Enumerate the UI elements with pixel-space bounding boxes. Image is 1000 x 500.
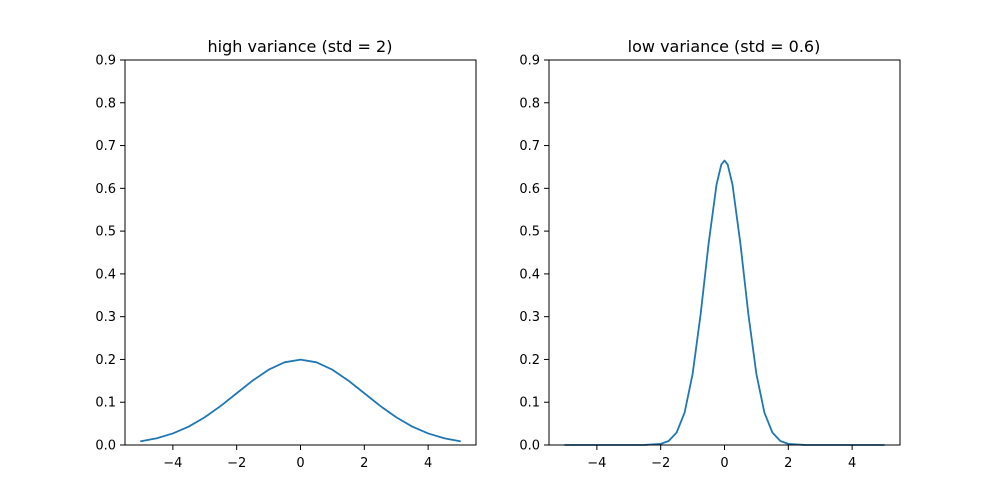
- y-tick-label: 0.1: [95, 396, 116, 411]
- y-tick-label: 0.8: [95, 96, 116, 111]
- x-tick-label: 4: [848, 456, 856, 471]
- y-tick-label: 0.4: [519, 267, 540, 282]
- left-plot-area: −4 −2 0 2 4 0.0 0.1 0.2 0.3 0.4 0.5 0.6 0.7 0.8 0.9: [95, 54, 477, 471]
- y-tick-label: 0.4: [95, 267, 116, 282]
- x-tick-label: −2: [227, 456, 246, 471]
- left-subplot-title: high variance (std = 2): [208, 37, 393, 56]
- x-tick-label: 2: [360, 456, 368, 471]
- y-tick-label: 0.6: [95, 182, 116, 197]
- y-tick-label: 0.3: [95, 310, 116, 325]
- right-plot-area: −4 −2 0 2 4 0.0 0.1 0.2 0.3 0.4 0.5 0.6 0.7 0.8 0.9: [519, 54, 901, 471]
- y-tick-label: 0.5: [519, 225, 540, 240]
- y-tick-label: 0.7: [95, 139, 116, 154]
- x-tick-label: 2: [784, 456, 792, 471]
- x-tick-label: 0: [296, 456, 304, 471]
- y-tick-label: 0.2: [95, 353, 116, 368]
- y-tick-label: 0.9: [519, 54, 540, 69]
- y-tick-label: 0.7: [519, 139, 540, 154]
- right-subplot-title: low variance (std = 0.6): [628, 37, 821, 56]
- x-tick-label: 0: [720, 456, 728, 471]
- y-tick-label: 0.8: [519, 96, 540, 111]
- y-tick-label: 0.5: [95, 225, 116, 240]
- x-tick-label: −2: [651, 456, 670, 471]
- x-tick-label: 4: [424, 456, 432, 471]
- series-line-0: [564, 159, 885, 446]
- left-subplot: high variance (std = 2) −4 −2 0 2 4 0.0 0.1 0.2…: [95, 37, 477, 471]
- y-tick-label: 0.0: [95, 439, 116, 454]
- y-tick-label: 0.9: [95, 54, 116, 69]
- y-tick-label: 0.6: [519, 182, 540, 197]
- y-tick-label: 0.0: [519, 439, 540, 454]
- x-tick-label: −4: [587, 456, 606, 471]
- series-line-0: [140, 358, 461, 443]
- x-tick-label: −4: [163, 456, 182, 471]
- right-subplot: low variance (std = 0.6) −4 −2 0 2 4 0.0 0.1 0.…: [519, 37, 901, 471]
- y-tick-label: 0.1: [519, 396, 540, 411]
- y-tick-label: 0.3: [519, 310, 540, 325]
- y-tick-label: 0.2: [519, 353, 540, 368]
